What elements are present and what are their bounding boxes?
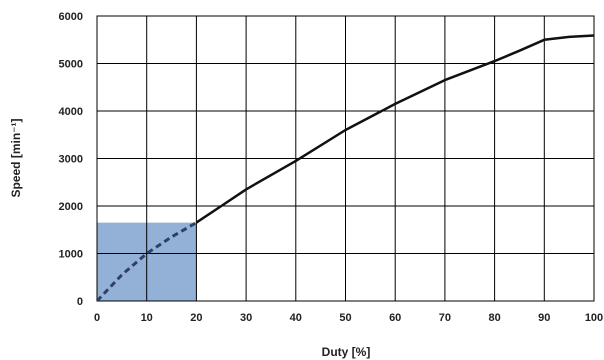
- x-axis-title: Duty [%]: [322, 345, 371, 359]
- y-tick-label: 0: [77, 296, 83, 308]
- x-tick-label: 60: [389, 312, 401, 324]
- x-tick-label: 80: [488, 312, 500, 324]
- y-tick-label: 5000: [59, 59, 83, 71]
- solid-speed-line: [195, 34, 595, 224]
- x-tick-label: 90: [538, 312, 550, 324]
- x-tick-label: 30: [240, 312, 252, 324]
- x-tick-label: 40: [290, 312, 302, 324]
- y-tick-label: 1000: [59, 249, 83, 261]
- plot-frame: [96, 15, 595, 302]
- x-tick-label: 20: [190, 312, 202, 324]
- y-tick-label: 6000: [59, 11, 83, 23]
- x-tick-label: 0: [94, 312, 100, 324]
- y-tick-label: 3000: [59, 154, 83, 166]
- dashed-speed-line: [95, 221, 198, 303]
- y-tick-label: 2000: [59, 201, 83, 213]
- x-tick-label: 70: [439, 312, 451, 324]
- x-tick-label: 10: [141, 312, 153, 324]
- x-tick-label: 50: [339, 312, 351, 324]
- y-tick-label: 4000: [59, 106, 83, 118]
- y-axis-title: Speed [min⁻¹]: [9, 118, 23, 197]
- x-tick-label: 100: [585, 312, 603, 324]
